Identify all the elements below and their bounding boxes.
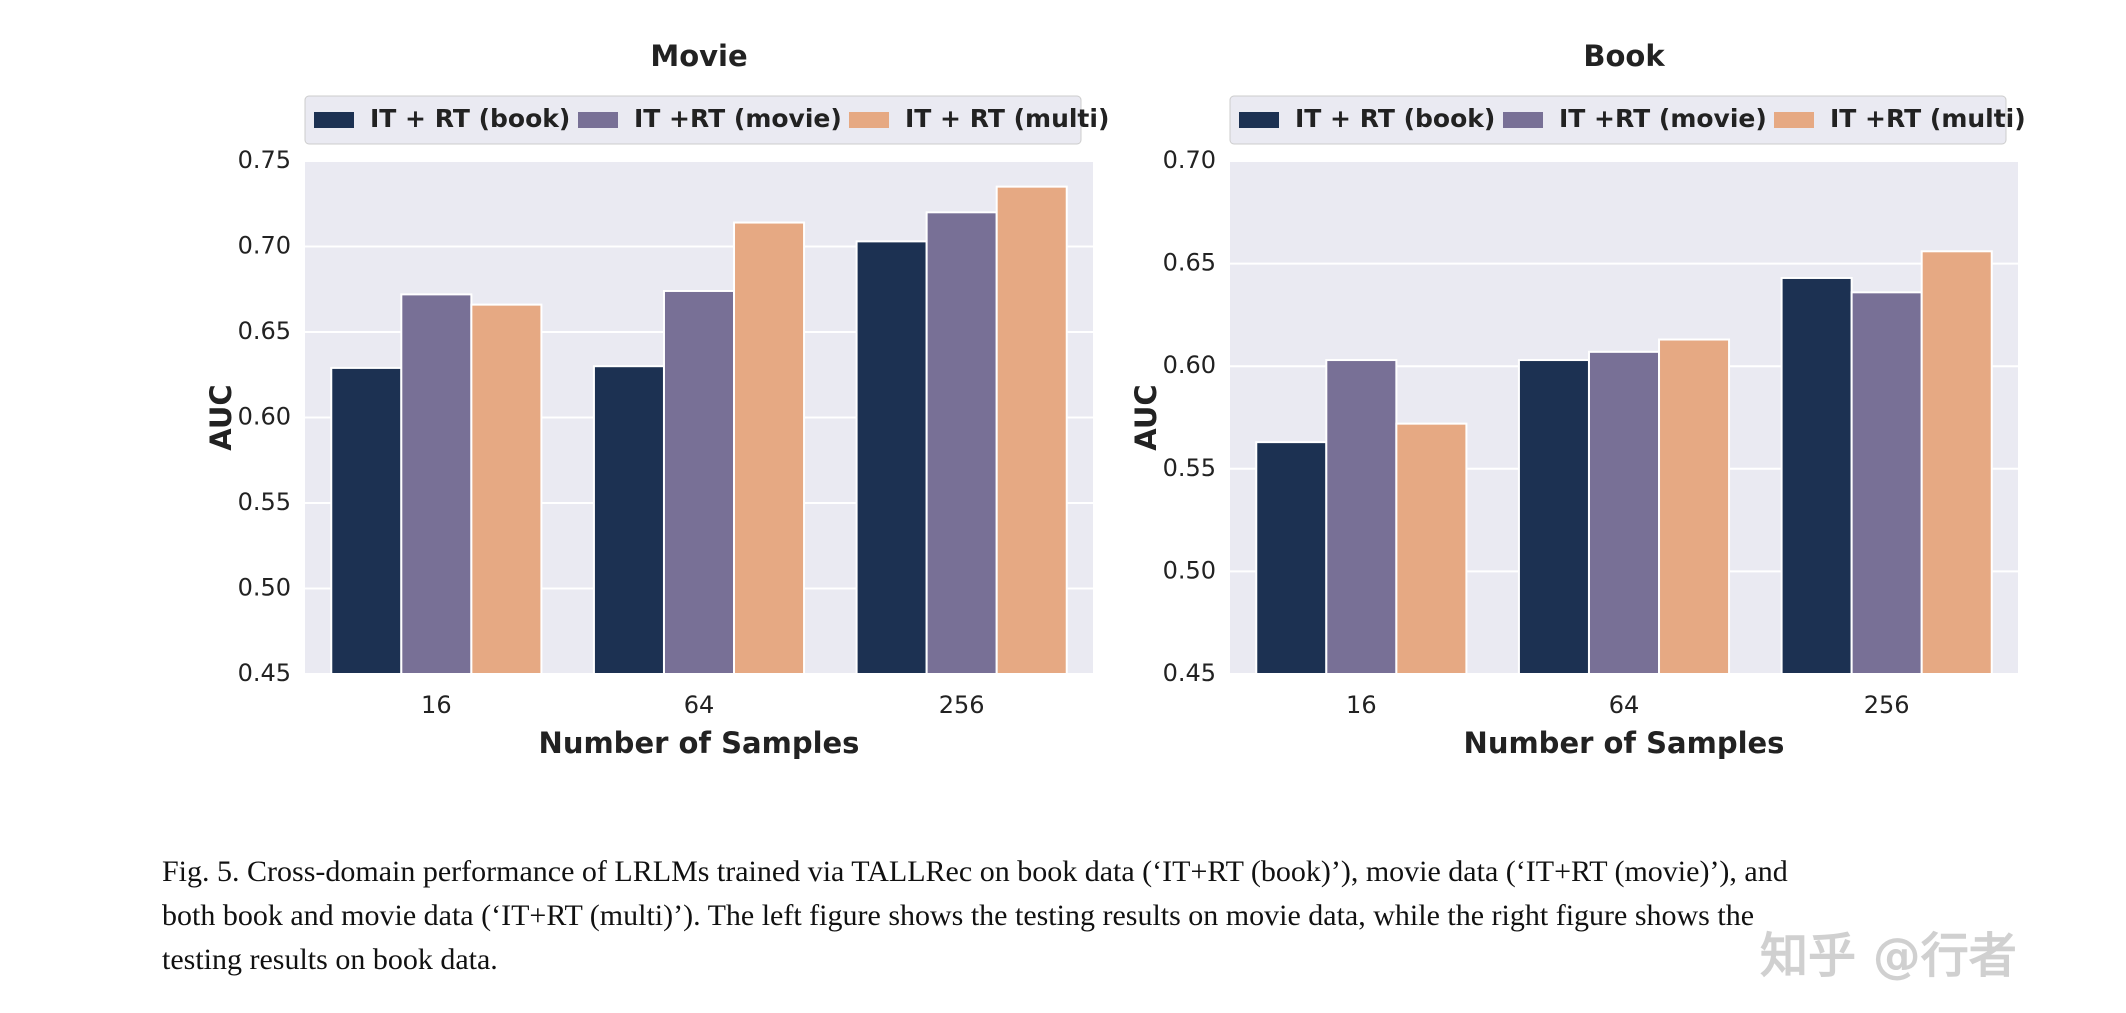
bar [592, 365, 665, 675]
y-tick-label: 0.75 [238, 146, 291, 174]
y-tick-label: 0.50 [238, 574, 291, 602]
bar [470, 303, 543, 675]
y-axis-label: AUC [204, 384, 238, 450]
x-tick-label: 256 [1864, 691, 1910, 719]
bar [400, 293, 473, 675]
bar [855, 240, 928, 675]
bar [995, 185, 1068, 675]
y-tick-label: 0.65 [1163, 249, 1216, 277]
y-tick-label: 0.45 [1163, 659, 1216, 687]
legend-label: IT +RT (multi) [1830, 104, 2026, 133]
x-tick-label: 16 [1346, 691, 1377, 719]
legend-swatch [314, 112, 354, 128]
x-tick-label: 64 [1609, 691, 1640, 719]
bar [1325, 359, 1398, 675]
bar [1658, 338, 1731, 675]
bar [662, 289, 736, 675]
y-tick-label: 0.55 [238, 488, 291, 516]
x-axis-label: Number of Samples [539, 726, 860, 760]
legend-label: IT + RT (multi) [905, 104, 1109, 133]
y-tick-label: 0.55 [1163, 454, 1216, 482]
bar [1850, 291, 1923, 675]
chart-title: Book [1583, 39, 1665, 73]
legend-label: IT + RT (book) [370, 104, 570, 133]
x-axis-label: Number of Samples [1464, 726, 1785, 760]
legend-label: IT +RT (movie) [634, 104, 842, 133]
legend-swatch [1239, 112, 1279, 128]
legend-label: IT +RT (movie) [1559, 104, 1767, 133]
caption-line: both book and movie data (‘IT+RT (multi)… [162, 899, 1755, 932]
y-tick-label: 0.70 [238, 232, 291, 260]
y-tick-label: 0.65 [238, 317, 291, 345]
caption-line: Fig. 5. Cross-domain performance of LRLM… [162, 855, 1788, 888]
bar [1255, 441, 1328, 675]
x-tick-label: 256 [939, 691, 985, 719]
legend-box [304, 95, 1082, 145]
bar [733, 221, 806, 675]
y-tick-label: 0.45 [238, 659, 291, 687]
legend-swatch [1503, 112, 1543, 128]
legend-swatch [578, 112, 618, 128]
x-tick-label: 16 [421, 691, 452, 719]
legend-box [1229, 95, 2007, 145]
y-tick-label: 0.60 [238, 403, 291, 431]
bar [1587, 350, 1661, 675]
bar [330, 366, 403, 675]
y-tick-label: 0.60 [1163, 351, 1216, 379]
bar [925, 211, 998, 676]
bar [1517, 359, 1590, 675]
legend-swatch [1774, 112, 1814, 128]
watermark: 知乎 @行者 [1760, 928, 2017, 984]
bar [1920, 250, 1993, 675]
bar [1395, 422, 1468, 675]
legend-label: IT + RT (book) [1295, 104, 1495, 133]
caption-line: testing results on book data. [162, 943, 498, 976]
chart-title: Movie [650, 39, 747, 73]
y-axis-label: AUC [1129, 384, 1163, 450]
legend-swatch [849, 112, 889, 128]
y-tick-label: 0.70 [1163, 146, 1216, 174]
x-tick-label: 64 [684, 691, 715, 719]
caption: Fig. 5. Cross-domain performance of LRLM… [162, 850, 2112, 982]
y-tick-label: 0.50 [1163, 556, 1216, 584]
bar [1780, 276, 1853, 675]
figure: 0.45 0.50 0.55 0.60 0.65 0.70 0.75 16 64 256 Movie… [204, 39, 2026, 760]
